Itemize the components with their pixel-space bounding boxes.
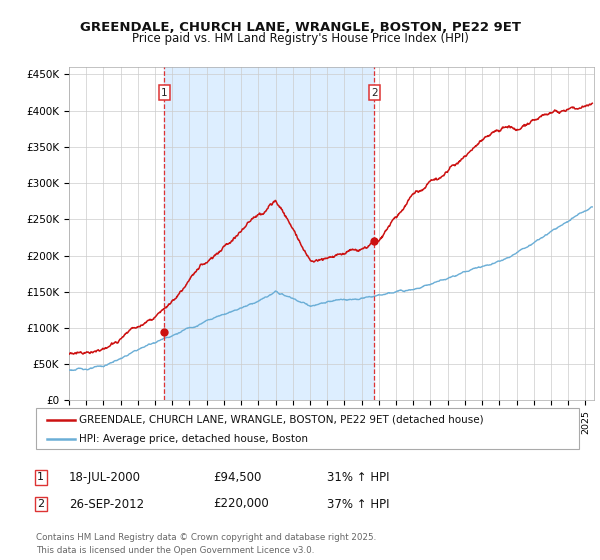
Text: 37% ↑ HPI: 37% ↑ HPI — [327, 497, 389, 511]
Text: 2: 2 — [37, 499, 44, 509]
Text: 18-JUL-2000: 18-JUL-2000 — [69, 470, 141, 484]
Text: 31% ↑ HPI: 31% ↑ HPI — [327, 470, 389, 484]
Bar — [164, 67, 374, 400]
Text: Contains HM Land Registry data © Crown copyright and database right 2025.
This d: Contains HM Land Registry data © Crown c… — [36, 533, 376, 554]
Text: 2: 2 — [371, 87, 377, 97]
Text: 1: 1 — [37, 472, 44, 482]
Text: £220,000: £220,000 — [213, 497, 269, 511]
Text: 26-SEP-2012: 26-SEP-2012 — [69, 497, 144, 511]
Text: GREENDALE, CHURCH LANE, WRANGLE, BOSTON, PE22 9ET (detached house): GREENDALE, CHURCH LANE, WRANGLE, BOSTON,… — [79, 415, 484, 424]
Text: GREENDALE, CHURCH LANE, WRANGLE, BOSTON, PE22 9ET: GREENDALE, CHURCH LANE, WRANGLE, BOSTON,… — [79, 21, 521, 34]
Text: £94,500: £94,500 — [213, 470, 262, 484]
Text: Price paid vs. HM Land Registry's House Price Index (HPI): Price paid vs. HM Land Registry's House … — [131, 32, 469, 45]
Text: 1: 1 — [161, 87, 167, 97]
Text: HPI: Average price, detached house, Boston: HPI: Average price, detached house, Bost… — [79, 434, 308, 444]
